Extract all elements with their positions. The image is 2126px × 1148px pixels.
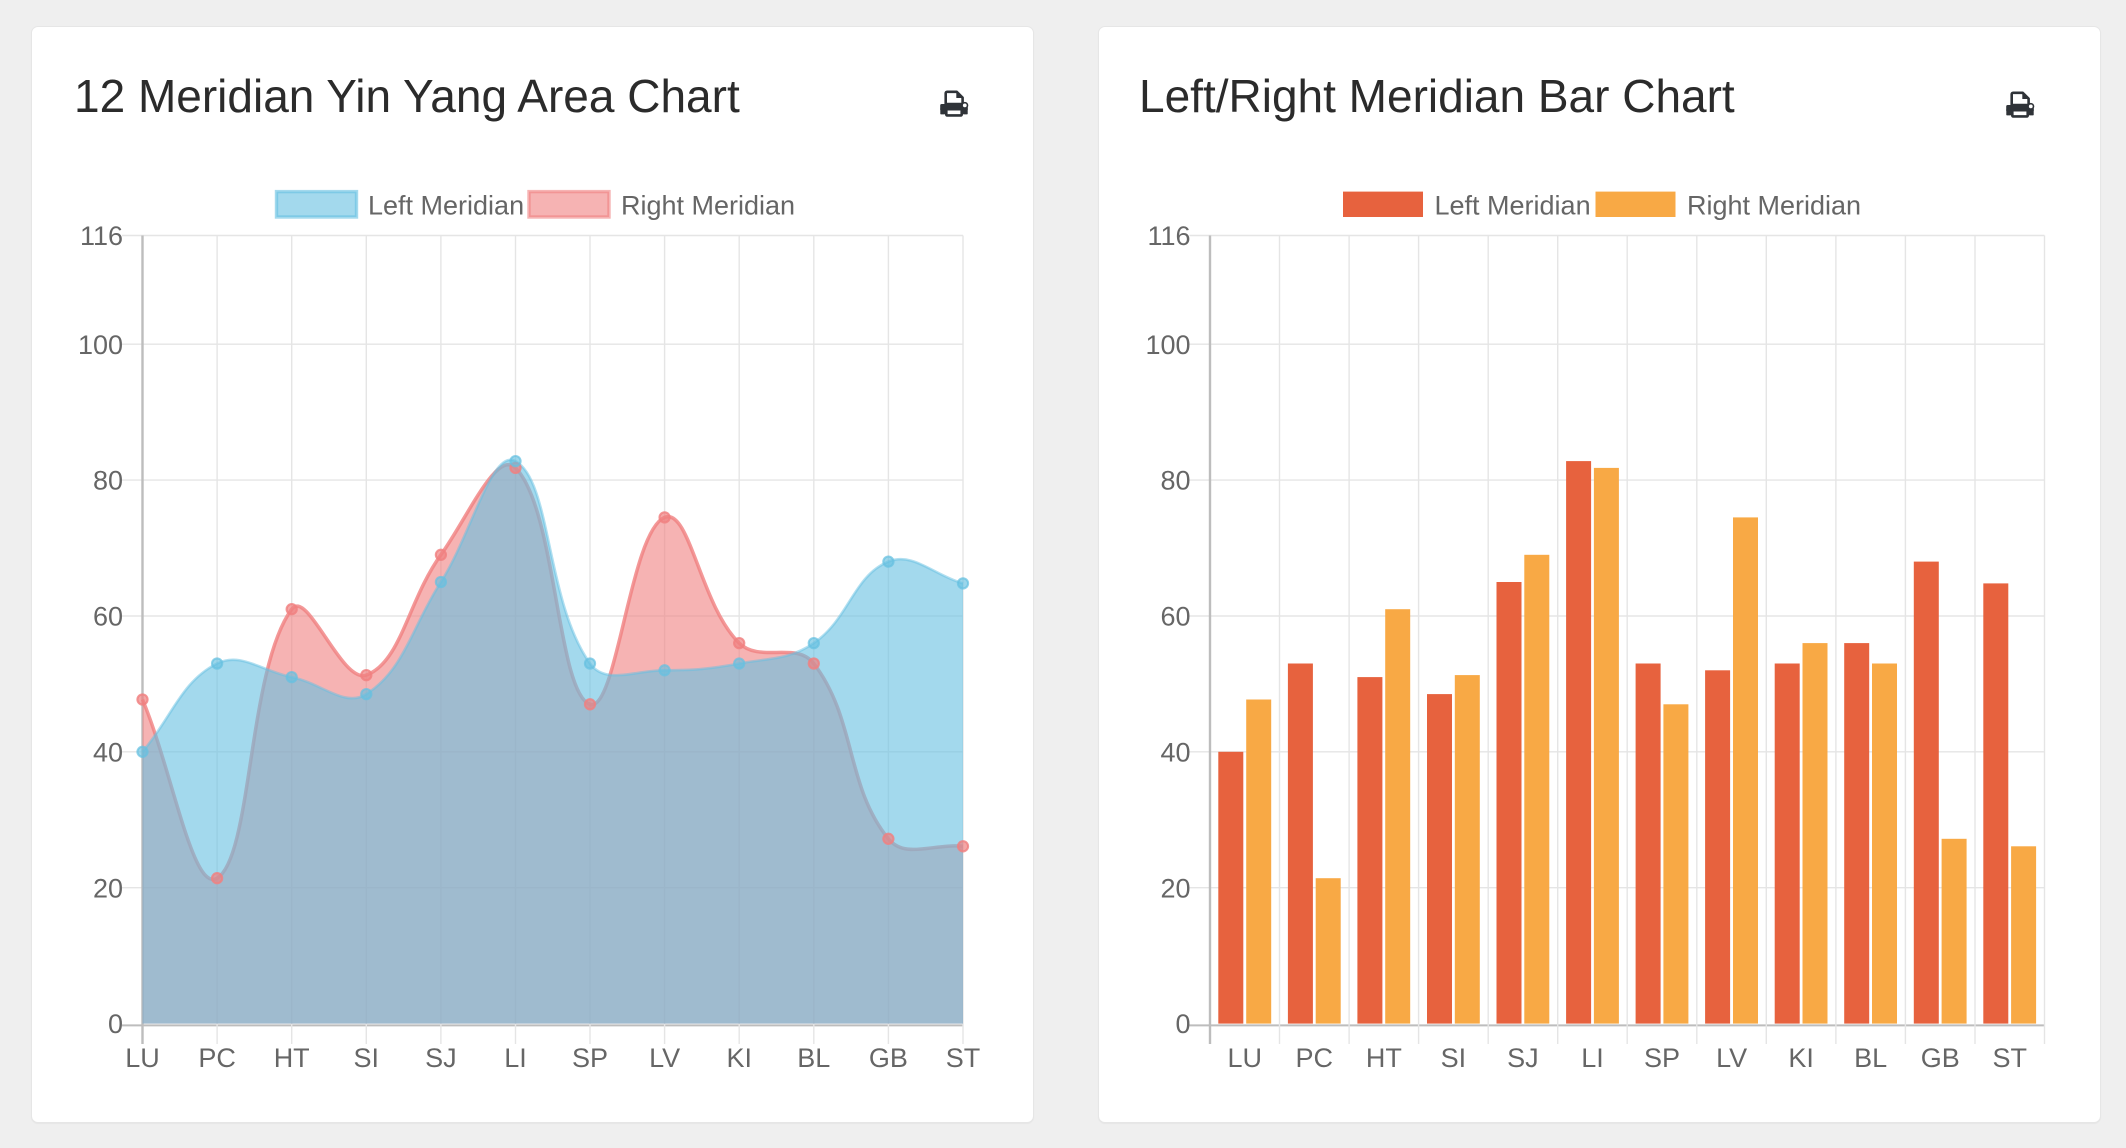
- svg-text:SJ: SJ: [425, 1043, 457, 1073]
- svg-text:60: 60: [1160, 602, 1190, 632]
- svg-text:KI: KI: [726, 1043, 752, 1073]
- svg-text:LV: LV: [1716, 1043, 1747, 1073]
- svg-text:HT: HT: [274, 1043, 310, 1073]
- svg-text:0: 0: [1175, 1009, 1190, 1039]
- svg-text:BL: BL: [1854, 1043, 1887, 1073]
- svg-text:40: 40: [93, 737, 123, 767]
- svg-text:60: 60: [93, 602, 123, 632]
- svg-text:100: 100: [1145, 330, 1190, 360]
- svg-text:LI: LI: [504, 1043, 527, 1073]
- svg-text:SP: SP: [1644, 1043, 1680, 1073]
- svg-text:SP: SP: [572, 1043, 608, 1073]
- svg-text:GB: GB: [869, 1043, 908, 1073]
- svg-text:SI: SI: [354, 1043, 380, 1073]
- svg-text:80: 80: [93, 466, 123, 496]
- svg-text:116: 116: [80, 221, 123, 251]
- svg-text:100: 100: [78, 330, 123, 360]
- svg-text:116: 116: [1147, 221, 1190, 251]
- svg-text:LU: LU: [125, 1043, 160, 1073]
- svg-text:HT: HT: [1366, 1043, 1402, 1073]
- svg-text:ST: ST: [1992, 1043, 2027, 1073]
- svg-text:Left/Right Meridian Bar Chart: Left/Right Meridian Bar Chart: [1139, 70, 1735, 122]
- svg-text:0: 0: [108, 1009, 123, 1039]
- svg-text:GB: GB: [1921, 1043, 1960, 1073]
- svg-text:Left Meridian: Left Meridian: [368, 191, 524, 221]
- svg-text:SJ: SJ: [1507, 1043, 1539, 1073]
- svg-text:KI: KI: [1788, 1043, 1814, 1073]
- svg-text:20: 20: [93, 873, 123, 903]
- svg-text:LV: LV: [649, 1043, 680, 1073]
- svg-text:80: 80: [1160, 466, 1190, 496]
- svg-text:SI: SI: [1441, 1043, 1467, 1073]
- svg-text:PC: PC: [198, 1043, 236, 1073]
- svg-text:PC: PC: [1296, 1043, 1334, 1073]
- svg-text:ST: ST: [946, 1043, 981, 1073]
- svg-text:LU: LU: [1228, 1043, 1263, 1073]
- svg-text:LI: LI: [1581, 1043, 1604, 1073]
- svg-text:Right Meridian: Right Meridian: [1687, 191, 1861, 221]
- svg-text:Right Meridian: Right Meridian: [621, 191, 795, 221]
- svg-text:12 Meridian Yin Yang Area Char: 12 Meridian Yin Yang Area Chart: [74, 70, 740, 122]
- svg-text:40: 40: [1160, 737, 1190, 767]
- svg-text:BL: BL: [797, 1043, 830, 1073]
- svg-text:Left Meridian: Left Meridian: [1435, 191, 1591, 221]
- svg-text:20: 20: [1160, 873, 1190, 903]
